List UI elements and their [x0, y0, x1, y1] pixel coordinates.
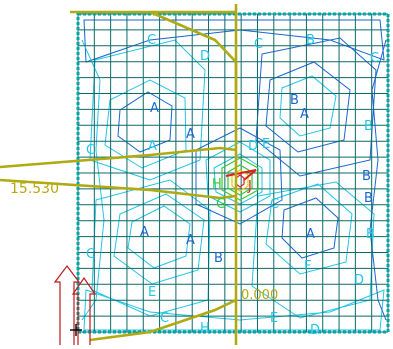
upward-load-arrows-icon [53, 265, 97, 345]
hotspot-contour [221, 157, 259, 201]
contour-letter-label: A [150, 101, 159, 116]
contour-letter-label: C [370, 51, 379, 66]
section-cut-line [89, 298, 237, 342]
contour-letter-label: E [262, 137, 270, 152]
contour-letter-label: A [186, 233, 195, 248]
contour-letter-label: D [248, 139, 258, 154]
contour-letter-label: D [310, 323, 320, 338]
contour-letter-label: B [364, 191, 373, 206]
fe-mesh-grid [76, 12, 390, 334]
contour-letter-label: G [216, 197, 226, 212]
contour-letter-label: B [364, 119, 373, 134]
contour-letter-label: A [140, 225, 149, 240]
contour-letter-label: C [270, 197, 279, 212]
contour-line [117, 91, 173, 153]
contour-line [104, 79, 187, 169]
contour-line [195, 127, 283, 225]
section-cut-line [0, 146, 237, 169]
hotspot-contour [231, 169, 249, 192]
hotspot-contour [227, 164, 253, 196]
bottom-section-value: 0.000 [241, 288, 278, 303]
contour-letter-label: F [304, 259, 311, 274]
section-cut-line [0, 178, 237, 200]
contour-letter-label: B [214, 251, 223, 266]
contour-letter-label: H [212, 177, 222, 192]
contour-line [281, 197, 339, 259]
mesh-boundary [76, 12, 390, 334]
contour-letter-label: A [186, 127, 195, 142]
contour-letter-label: A [148, 139, 157, 154]
contour-line [255, 37, 377, 177]
contour-letter-label: A [306, 227, 315, 242]
contour-letter-label: C [254, 37, 263, 52]
contour-line [83, 19, 385, 63]
contour-letter-label: D [354, 273, 364, 288]
contour-line [127, 205, 191, 269]
contour-line [279, 75, 337, 137]
section-cut-lines [0, 4, 238, 345]
contour-letter-label: C [86, 247, 95, 262]
contour-letter-label: E [148, 285, 156, 300]
contour-letter-label: H [200, 321, 210, 336]
contour-letter-label: B [306, 33, 315, 48]
contour-line [213, 153, 263, 205]
contour-letter-label: C [86, 143, 95, 158]
contour-letter-label: J [247, 179, 252, 194]
contour-letter-label: B [290, 93, 299, 108]
contour-letter-label: D [200, 49, 210, 64]
left-section-value: 15.530 [10, 181, 59, 197]
contour-letter-label: B [362, 169, 371, 184]
contour-letter-label: A [300, 107, 309, 122]
contour-line [265, 183, 353, 275]
contour-letter-label: C [147, 33, 156, 48]
contour-line [369, 39, 387, 321]
contour-line [113, 193, 205, 285]
origin-crosshair-icon [70, 324, 82, 336]
contour-letter-label: E [270, 311, 278, 326]
contour-letter-label: B [366, 227, 375, 242]
section-cut-line [149, 10, 237, 63]
contour-line [81, 39, 105, 321]
contour-letter-label: C [160, 311, 169, 326]
